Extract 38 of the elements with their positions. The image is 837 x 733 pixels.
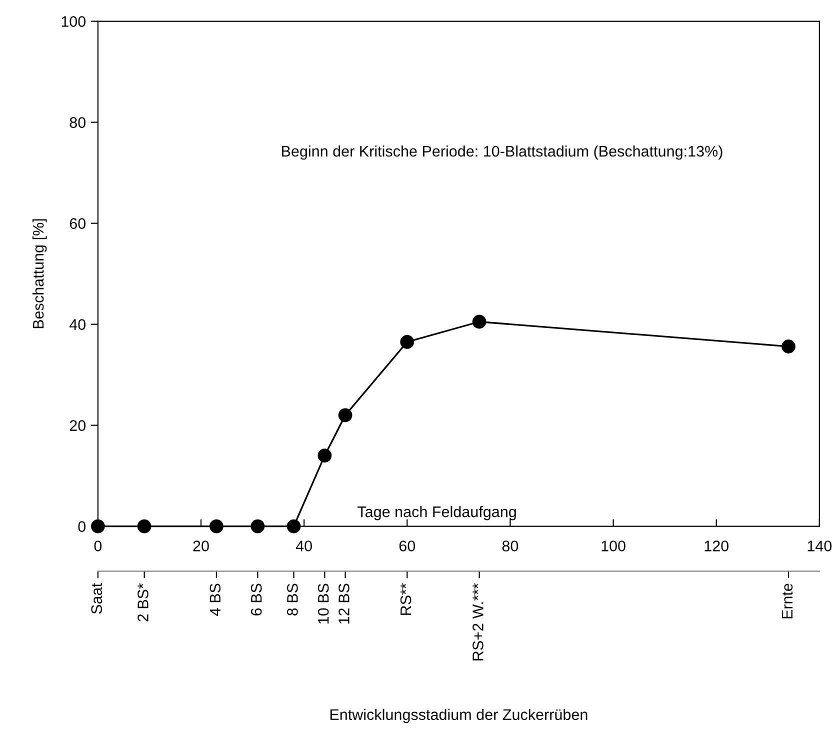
annotation: 10 BS: [318, 584, 329, 624]
x-tick-label: 60: [399, 540, 416, 552]
annotation: Saat: [91, 583, 102, 614]
annotation: 2 BS*: [138, 583, 148, 622]
y-tick-label: 60: [70, 218, 86, 229]
point: [210, 519, 224, 534]
y-tick-label: 20: [70, 420, 86, 431]
point: [472, 314, 486, 329]
x-tick-label: 0: [94, 540, 102, 552]
annotation: 8 BS: [287, 584, 298, 616]
x-tick-label: 140: [808, 540, 832, 552]
point: [400, 335, 414, 349]
y-tick-label: 100: [62, 16, 86, 27]
y-tick-label: 80: [70, 117, 86, 128]
annotation: 6 BS: [250, 584, 262, 616]
y-tick-label: 40: [69, 319, 86, 330]
x-tick-label: 20: [193, 540, 209, 552]
annotation: RS**: [400, 583, 412, 615]
annotation: 4 BS: [210, 584, 221, 616]
x-tick-label: 120: [704, 540, 728, 552]
x-tick-label: 80: [502, 540, 518, 552]
x-tick-label: 40: [296, 540, 312, 552]
x-axis-title: Tage nach Feldaufgang: [358, 506, 516, 520]
y-tick-label: 0: [78, 521, 86, 532]
point: [318, 448, 332, 463]
point: [137, 519, 152, 534]
x-tick-label: 100: [602, 540, 626, 552]
point: [338, 408, 352, 422]
point: [782, 340, 796, 354]
annotation: RS+2 W.***: [472, 583, 484, 660]
x2-axis-title: Entwicklungsstadium der Zuckerrüben: [330, 708, 588, 724]
annotation: 12 BS: [338, 584, 350, 624]
y-axis-title: Beschattung [%]: [32, 219, 47, 328]
annotation: Beginn der Kritische Periode: 10-Blattstadium (Beschattung:13%): [282, 145, 722, 160]
point: [286, 519, 301, 534]
annotation: Ernte: [782, 584, 793, 618]
point: [90, 519, 105, 534]
point: [250, 519, 265, 534]
